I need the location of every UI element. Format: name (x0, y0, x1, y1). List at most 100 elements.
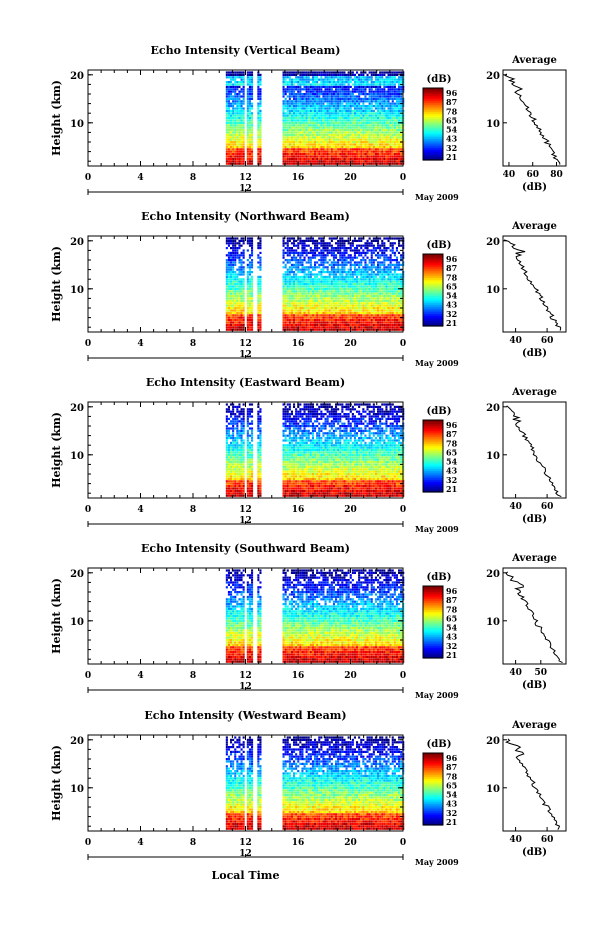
average-profile-line (506, 739, 559, 830)
date-label: May 2009 (415, 358, 459, 368)
y-tick-label: 10 (486, 119, 500, 130)
avg-x-axis-label: (dB) (522, 182, 547, 193)
y-axis-label: Height (km) (50, 246, 63, 322)
avg-x-tick-label: 60 (541, 835, 554, 845)
day-label: 12 (239, 184, 252, 194)
colorbar-tick-label: 21 (446, 817, 457, 827)
x-tick-label: 16 (292, 339, 305, 349)
x-tick-label: 0 (400, 173, 406, 183)
heatmap (226, 71, 405, 164)
panel-title: Echo Intensity (Westward Beam) (144, 709, 346, 722)
avg-x-axis-label: (dB) (522, 514, 547, 525)
colorbar-label: (dB) (427, 572, 452, 583)
panel-1: Echo Intensity (Northward Beam)2010Heigh… (50, 210, 566, 368)
colorbar-label: (dB) (427, 739, 452, 750)
colorbar (423, 753, 443, 826)
y-tick-label: 20 (486, 237, 500, 248)
colorbar-label: (dB) (427, 406, 452, 417)
y-axis-label: Height (km) (50, 578, 63, 654)
y-tick-label: 10 (70, 451, 84, 462)
average-frame (503, 236, 566, 332)
avg-x-tick-label: 40 (503, 170, 516, 180)
y-tick-label: 10 (70, 617, 84, 628)
y-axis-label: Height (km) (50, 412, 63, 488)
x-tick-label: 0 (85, 671, 91, 681)
day-label: 12 (239, 682, 252, 692)
avg-x-tick-label: 60 (541, 336, 554, 346)
x-tick-label: 0 (85, 505, 91, 515)
panel-0: Echo Intensity (Vertical Beam)2010Height… (50, 44, 566, 202)
date-label: May 2009 (415, 524, 459, 534)
y-tick-label: 10 (70, 285, 84, 296)
y-tick-label: 10 (70, 119, 84, 130)
x-tick-label: 8 (190, 339, 196, 349)
colorbar (423, 88, 443, 161)
colorbar-tick-label: 21 (446, 484, 457, 494)
x-tick-label: 12 (239, 339, 252, 349)
average-profile-line (505, 74, 560, 165)
x-tick-label: 0 (400, 671, 406, 681)
y-tick-label: 20 (486, 403, 500, 414)
y-tick-label: 20 (70, 569, 84, 580)
x-tick-label: 20 (344, 505, 357, 515)
colorbar-label: (dB) (427, 74, 452, 85)
colorbar (423, 254, 443, 327)
x-tick-label: 12 (239, 173, 252, 183)
panel-2: Echo Intensity (Eastward Beam)2010Height… (50, 376, 566, 534)
y-tick-label: 10 (486, 285, 500, 296)
x-tick-label: 16 (292, 173, 305, 183)
panel-3: Echo Intensity (Southward Beam) 20 10 Heigh… (50, 542, 566, 700)
colorbar (423, 586, 443, 659)
date-label: May 2009 (415, 857, 459, 867)
x-tick-label: 20 (344, 339, 357, 349)
heatmap (226, 736, 405, 829)
x-tick-label: 8 (190, 173, 196, 183)
x-tick-label: 4 (137, 505, 143, 515)
panel-title: Echo Intensity (Southward Beam) (141, 542, 350, 555)
y-tick-label: 10 (486, 617, 500, 628)
x-tick-label: 8 (190, 505, 196, 515)
x-tick-label: 8 (190, 671, 196, 681)
x-tick-label: 16 (292, 505, 305, 515)
avg-x-tick-label: 60 (526, 170, 539, 180)
avg-x-tick-label: 40 (509, 668, 522, 678)
panel-4: Echo Intensity (Westward Beam) 20 10 Height… (50, 709, 566, 867)
x-tick-label: 4 (137, 173, 143, 183)
y-tick-label: 10 (70, 784, 84, 795)
y-tick-label: 20 (70, 403, 84, 414)
date-label: May 2009 (415, 192, 459, 202)
average-frame (503, 402, 566, 498)
y-tick-label: 20 (70, 237, 84, 248)
heatmap (226, 569, 405, 662)
avg-x-tick-label: 40 (509, 835, 522, 845)
x-tick-label: 0 (400, 838, 406, 848)
avg-x-tick-label: 80 (550, 170, 563, 180)
average-title: Average (511, 553, 557, 564)
average-frame (503, 568, 566, 664)
avg-x-tick-label: 50 (535, 668, 548, 678)
colorbar (423, 420, 443, 493)
x-tick-label: 4 (137, 339, 143, 349)
average-title: Average (511, 720, 557, 731)
average-title: Average (511, 221, 557, 232)
heatmap (226, 237, 405, 330)
x-tick-label: 12 (239, 838, 252, 848)
avg-x-axis-label: (dB) (522, 680, 547, 691)
day-label: 12 (239, 516, 252, 526)
x-tick-label: 16 (292, 671, 305, 681)
y-tick-label: 20 (70, 736, 84, 747)
heatmap (226, 403, 405, 496)
average-profile-line (504, 240, 560, 331)
x-tick-label: 4 (137, 671, 143, 681)
y-axis-label: Height (km) (50, 745, 63, 821)
colorbar-label: (dB) (427, 240, 452, 251)
y-tick-label: 20 (486, 736, 500, 747)
average-title: Average (511, 387, 557, 398)
y-tick-label: 20 (486, 71, 500, 82)
x-tick-label: 0 (85, 339, 91, 349)
avg-x-tick-label: 60 (541, 502, 554, 512)
